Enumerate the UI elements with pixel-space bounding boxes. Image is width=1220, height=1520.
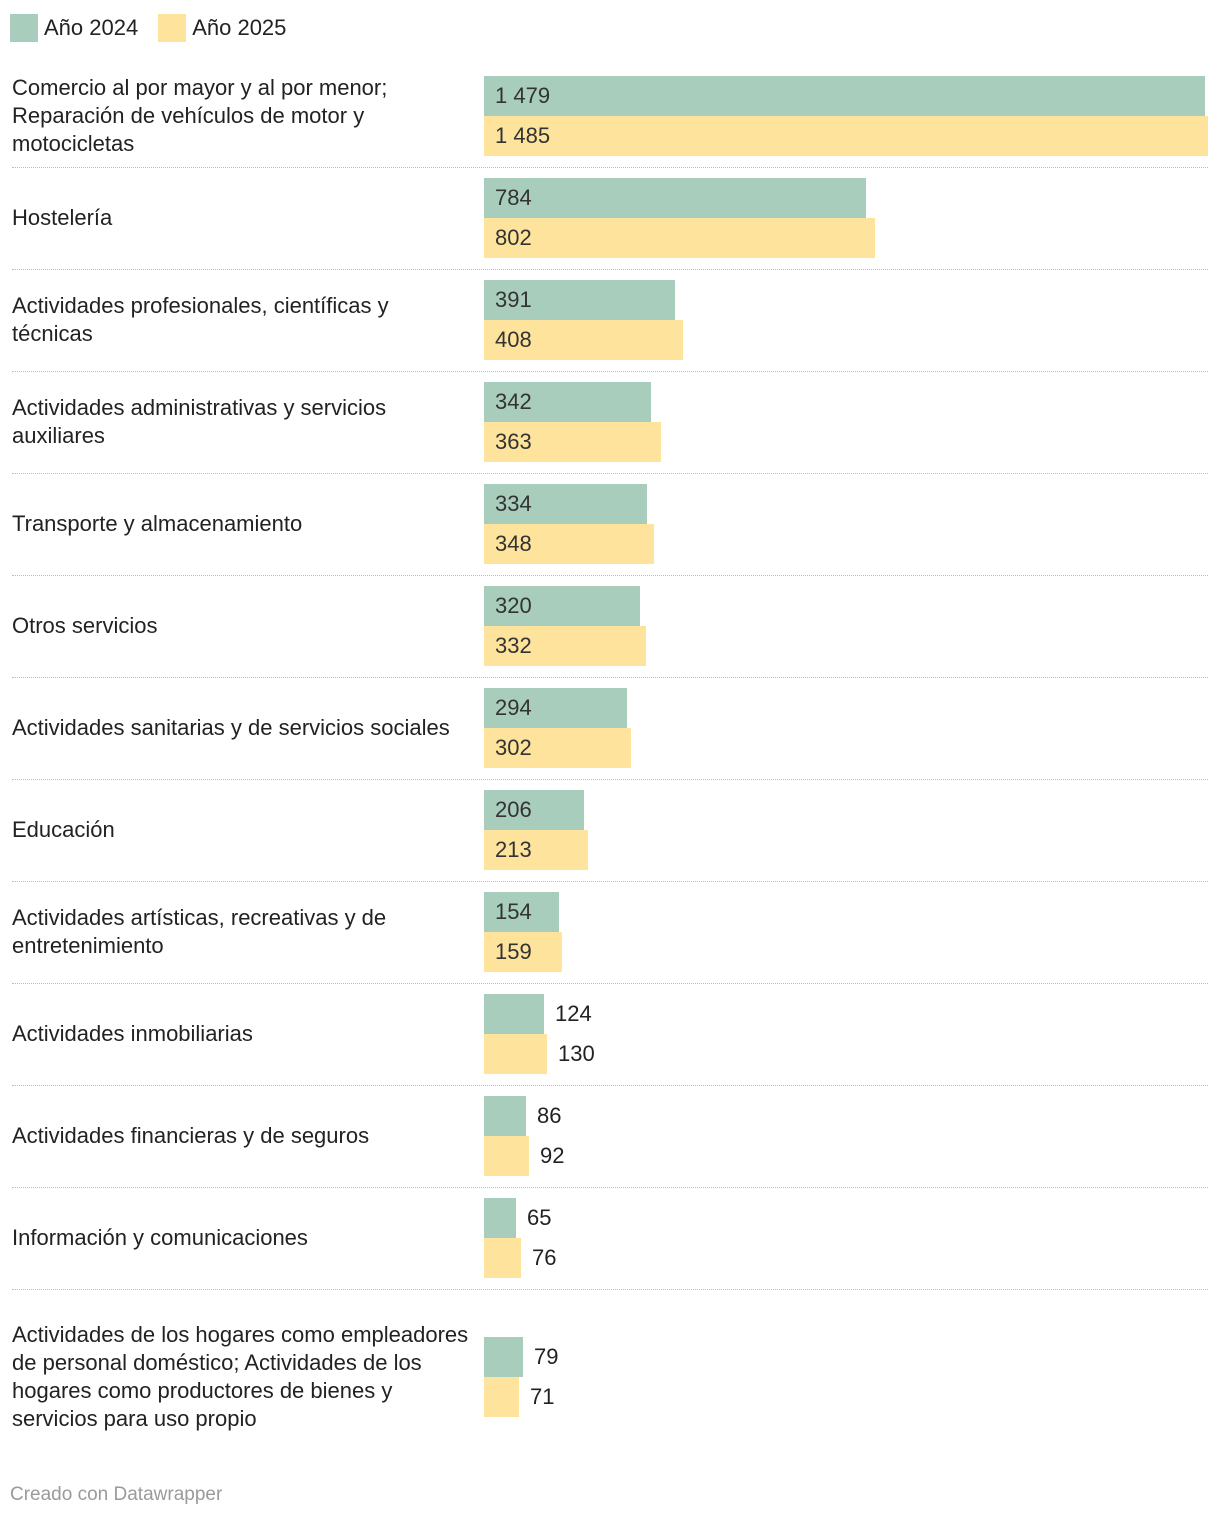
category-row: Educación 206 213 xyxy=(0,780,1220,880)
category-label: Actividades profesionales, científicas y… xyxy=(12,293,389,346)
value-label-2025: 76 xyxy=(532,1245,557,1270)
category-row: Información y comunicaciones 65 76 xyxy=(0,1188,1220,1288)
value-label-2025: 213 xyxy=(495,837,532,862)
category-label: Actividades artísticas, recreativas y de… xyxy=(12,905,387,958)
row-separator xyxy=(12,1085,1208,1086)
legend-item-2024: Año 2024 xyxy=(10,14,138,42)
value-label-2025: 802 xyxy=(495,225,532,250)
category-label: Hostelería xyxy=(12,205,113,230)
bar-2025 xyxy=(484,1377,519,1417)
legend: Año 2024 Año 2025 xyxy=(10,13,306,43)
row-separator xyxy=(12,983,1208,984)
bar-2025 xyxy=(484,932,562,972)
category-label: Comercio al por mayor y al por menor; Re… xyxy=(12,75,388,156)
value-label-2024: 206 xyxy=(495,797,532,822)
row-separator xyxy=(12,1187,1208,1188)
bar-2025 xyxy=(484,524,654,564)
legend-item-2025: Año 2025 xyxy=(158,14,286,42)
row-separator xyxy=(12,371,1208,372)
bar-2025 xyxy=(484,218,875,258)
bar-2025 xyxy=(484,830,588,870)
bar-2024 xyxy=(484,994,544,1034)
value-label-2024: 79 xyxy=(534,1344,559,1369)
bar-2025 xyxy=(484,728,631,768)
bar-2025 xyxy=(484,422,661,462)
category-row: Actividades de los hogares como empleado… xyxy=(0,1290,1220,1464)
value-label-2024: 342 xyxy=(495,389,532,414)
bar-2024 xyxy=(484,790,584,830)
value-label-2025: 408 xyxy=(495,327,532,352)
value-label-2024: 154 xyxy=(495,899,532,924)
legend-swatch-2024 xyxy=(10,14,38,42)
category-row: Otros servicios 320 332 xyxy=(0,576,1220,676)
row-separator xyxy=(12,167,1208,168)
row-separator xyxy=(12,473,1208,474)
value-label-2024: 1 479 xyxy=(495,83,551,108)
value-label-2024: 124 xyxy=(555,1001,592,1026)
bar-2024 xyxy=(484,1096,526,1136)
bar-2024 xyxy=(484,586,640,626)
row-separator xyxy=(12,881,1208,882)
value-label-2024: 65 xyxy=(527,1205,552,1230)
category-row: Comercio al por mayor y al por menor; Re… xyxy=(0,66,1220,166)
value-label-2025: 302 xyxy=(495,735,532,760)
bar-2024 xyxy=(484,280,675,320)
bar-2024 xyxy=(484,382,651,422)
category-row: Transporte y almacenamiento 334 348 xyxy=(0,474,1220,574)
value-label-2024: 334 xyxy=(495,491,532,516)
value-label-2025: 130 xyxy=(558,1041,595,1066)
legend-label-2024: Año 2024 xyxy=(44,15,139,40)
bar-2024 xyxy=(484,688,627,728)
value-label-2025: 332 xyxy=(495,633,532,658)
value-label-2025: 348 xyxy=(495,531,532,556)
bar-2025 xyxy=(484,320,683,360)
category-label: Educación xyxy=(12,817,115,842)
value-label-2025: 159 xyxy=(495,939,532,964)
credit-footer: Creado con Datawrapper xyxy=(10,1484,223,1505)
bar-2024 xyxy=(484,76,1205,116)
category-row: Actividades financieras y de seguros 86 92 xyxy=(0,1086,1220,1186)
bar-2025 xyxy=(484,626,646,666)
value-label-2024: 320 xyxy=(495,593,532,618)
row-separator xyxy=(12,779,1208,780)
bar-2024 xyxy=(484,484,647,524)
category-label: Transporte y almacenamiento xyxy=(12,511,303,536)
category-label: Actividades financieras y de seguros xyxy=(12,1123,370,1148)
bar-2025 xyxy=(484,1034,547,1074)
bar-2024 xyxy=(484,178,866,218)
legend-swatch-2025 xyxy=(158,14,187,42)
category-label: Información y comunicaciones xyxy=(12,1225,308,1250)
bar-2025 xyxy=(484,1238,521,1278)
category-row: Hostelería 784 802 xyxy=(0,168,1220,268)
value-label-2024: 86 xyxy=(537,1103,562,1128)
bar-2024 xyxy=(484,1337,523,1377)
bar-2024 xyxy=(484,892,559,932)
row-separator xyxy=(12,575,1208,576)
category-label: Actividades administrativas y servicios … xyxy=(12,395,387,448)
value-label-2024: 294 xyxy=(495,695,532,720)
value-label-2025: 1 485 xyxy=(495,123,551,148)
value-label-2024: 391 xyxy=(495,287,532,312)
row-separator xyxy=(12,1289,1208,1290)
value-label-2024: 784 xyxy=(495,185,532,210)
value-label-2025: 92 xyxy=(540,1143,565,1168)
value-label-2025: 71 xyxy=(530,1384,555,1409)
bar-2025 xyxy=(484,1136,529,1176)
category-row: Actividades inmobiliarias 124 130 xyxy=(0,984,1220,1084)
category-label: Actividades sanitarias y de servicios so… xyxy=(12,715,450,740)
row-separator xyxy=(12,269,1208,270)
category-label: Actividades inmobiliarias xyxy=(12,1021,253,1046)
legend-label-2025: Año 2025 xyxy=(192,15,287,40)
category-row: Actividades profesionales, científicas y… xyxy=(0,270,1220,370)
category-row: Actividades administrativas y servicios … xyxy=(0,372,1220,472)
category-label: Actividades de los hogares como empleado… xyxy=(12,1322,469,1431)
category-label: Otros servicios xyxy=(12,613,158,638)
bar-2025 xyxy=(484,116,1208,156)
bar-2024 xyxy=(484,1198,516,1238)
category-row: Actividades artísticas, recreativas y de… xyxy=(0,882,1220,982)
value-label-2025: 363 xyxy=(495,429,532,454)
category-row: Actividades sanitarias y de servicios so… xyxy=(0,678,1220,778)
row-separator xyxy=(12,677,1208,678)
